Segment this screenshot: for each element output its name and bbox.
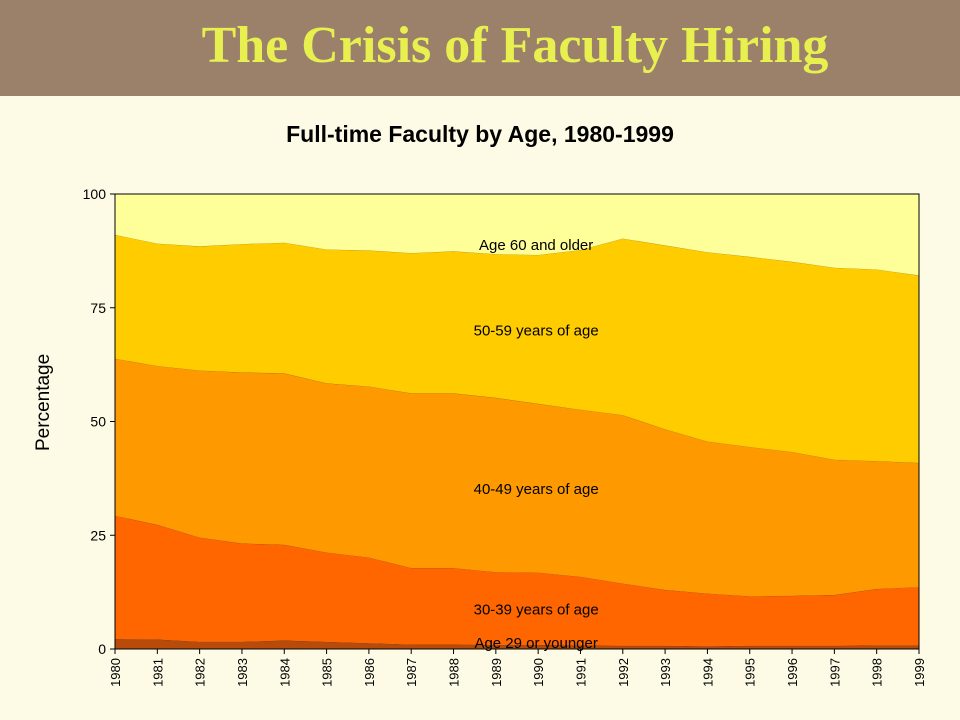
x-tick-label: 1983: [235, 658, 250, 687]
area-label-age-29-or-younger: Age 29 or younger: [474, 635, 597, 652]
x-tick-label: 1980: [108, 658, 123, 687]
x-tick-label: 1982: [193, 658, 208, 687]
x-tick-label: 1996: [785, 658, 800, 687]
x-tick-label: 1995: [743, 658, 758, 687]
x-tick-label: 1991: [573, 658, 588, 687]
y-tick-label: 25: [90, 527, 106, 543]
x-tick-label: 1988: [447, 658, 462, 687]
area-label-age-60-and-older: Age 60 and older: [479, 237, 593, 254]
x-tick-label: 1997: [827, 658, 842, 687]
x-tick-label: 1990: [531, 658, 546, 687]
x-tick-label: 1999: [912, 658, 927, 687]
y-tick-label: 75: [90, 300, 106, 316]
x-tick-label: 1998: [870, 658, 885, 687]
axes-layer: 0 25 50 75 100 1980 1981 1982 1983 1984 1985 1986 19…: [83, 186, 927, 687]
x-tick-label: 1984: [277, 658, 292, 687]
y-tick-label: 100: [83, 186, 107, 202]
area-age-60-and-older: [115, 194, 919, 276]
area-age-29-or-younger: [115, 639, 919, 649]
x-tick-label: 1989: [489, 658, 504, 687]
chart-title: Full-time Faculty by Age, 1980-1999: [286, 121, 674, 147]
x-tick-label: 1993: [658, 658, 673, 687]
area-50-59-years-of-age: [115, 234, 919, 463]
area-label-50-59-years-of-age: 50-59 years of age: [474, 322, 599, 339]
title-banner: [0, 0, 960, 96]
x-tick-label: 1987: [404, 658, 419, 687]
area-label-30-39-years-of-age: 30-39 years of age: [474, 602, 599, 619]
x-tick-label: 1985: [320, 658, 335, 687]
y-tick-label: 0: [98, 641, 106, 657]
area-label-40-49-years-of-age: 40-49 years of age: [474, 481, 599, 498]
x-tick-label: 1994: [700, 658, 715, 687]
x-tick-label: 1992: [616, 658, 631, 687]
x-tick-label: 1986: [362, 658, 377, 687]
area-30-39-years-of-age: [115, 515, 919, 647]
x-tick-label: 1981: [150, 658, 165, 687]
area-label-layer: Age 29 or younger 30-39 years of age 40-49…: [474, 237, 599, 652]
slide-title: The Crisis of Faculty Hiring: [201, 17, 829, 74]
area-layer: [114, 193, 920, 649]
area-40-49-years-of-age: [115, 358, 919, 597]
y-tick-label: 50: [90, 414, 106, 430]
